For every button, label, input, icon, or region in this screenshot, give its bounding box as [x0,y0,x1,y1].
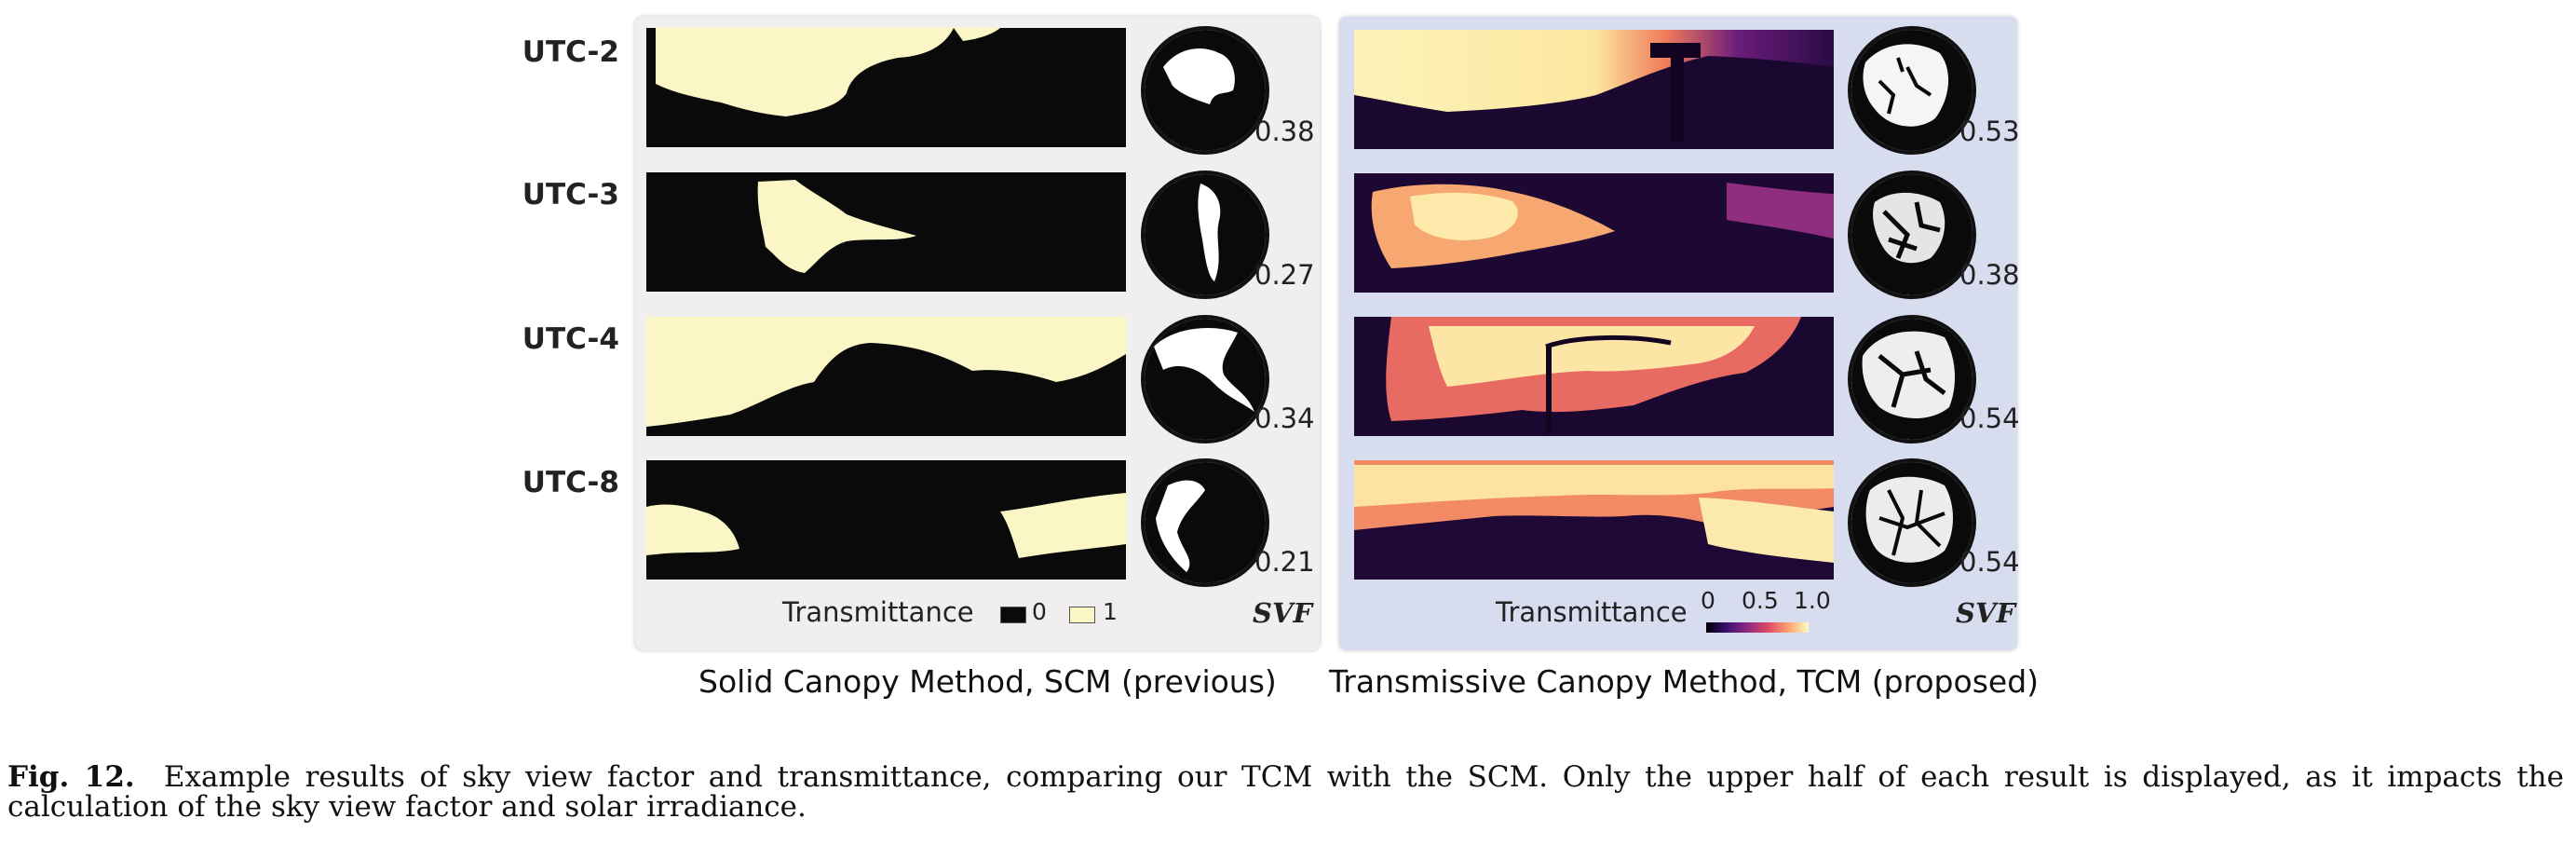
row-label-utc-3: UTC-3 [522,178,619,212]
scm-fisheye-utc-4 [1141,315,1269,443]
tcm-legend-tick-max: 1.0 [1794,587,1831,614]
scm-legend-title: Transmittance [782,596,974,628]
scm-fisheye-utc-3 [1141,171,1269,299]
scm-svf-label: SVF [1253,597,1313,629]
tcm-svf-label: SVF [1956,597,2016,629]
scm-svf-utc-3: 0.27 [1254,259,1315,291]
scm-svf-utc-8: 0.21 [1254,546,1315,578]
scm-legend-swatch-0 [1000,607,1026,623]
scm-fisheye-utc-8 [1141,458,1269,587]
tcm-colorbar [1706,622,1809,633]
scm-strip-utc-8 [646,460,1126,580]
tcm-fisheye-utc-2 [1848,26,1976,155]
tcm-svf-utc-2: 0.53 [1959,116,2020,147]
figure-caption-text: Example results of sky view factor and t… [7,760,2564,824]
tcm-method-caption: Transmissive Canopy Method, TCM (propose… [1329,663,2040,700]
tcm-svf-utc-8: 0.54 [1959,546,2020,578]
scm-legend-swatch-1 [1069,607,1095,623]
tcm-strip-utc-2 [1354,30,1834,149]
tcm-strip-utc-3 [1354,173,1834,293]
tcm-svf-utc-3: 0.38 [1959,259,2020,291]
scm-strip-utc-4 [646,317,1126,436]
scm-legend-value-1: 1 [1103,598,1118,625]
scm-strip-utc-3 [646,172,1126,292]
scm-svf-utc-2: 0.38 [1254,116,1315,147]
figure-caption: Fig. 12. Example results of sky view fac… [7,762,2564,822]
tcm-fisheye-utc-4 [1848,315,1976,443]
row-label-utc-2: UTC-2 [522,35,619,69]
tcm-strip-utc-4 [1354,317,1834,436]
tcm-legend-tick-0: 0 [1701,587,1715,614]
scm-method-caption: Solid Canopy Method, SCM (previous) [698,663,1277,700]
scm-strip-utc-2 [646,28,1126,147]
row-label-utc-4: UTC-4 [522,322,619,356]
row-label-utc-8: UTC-8 [522,466,619,499]
scm-fisheye-utc-2 [1141,26,1269,155]
tcm-fisheye-utc-3 [1848,171,1976,299]
figure-caption-label: Fig. 12. [7,760,135,794]
tcm-strip-utc-8 [1354,460,1834,580]
tcm-fisheye-utc-8 [1848,458,1976,587]
tcm-svf-utc-4: 0.54 [1959,403,2020,434]
tcm-legend-tick-mid: 0.5 [1742,587,1779,614]
tcm-legend-title: Transmittance [1496,596,1688,628]
scm-legend-value-0: 0 [1032,598,1047,625]
scm-svf-utc-4: 0.34 [1254,403,1315,434]
